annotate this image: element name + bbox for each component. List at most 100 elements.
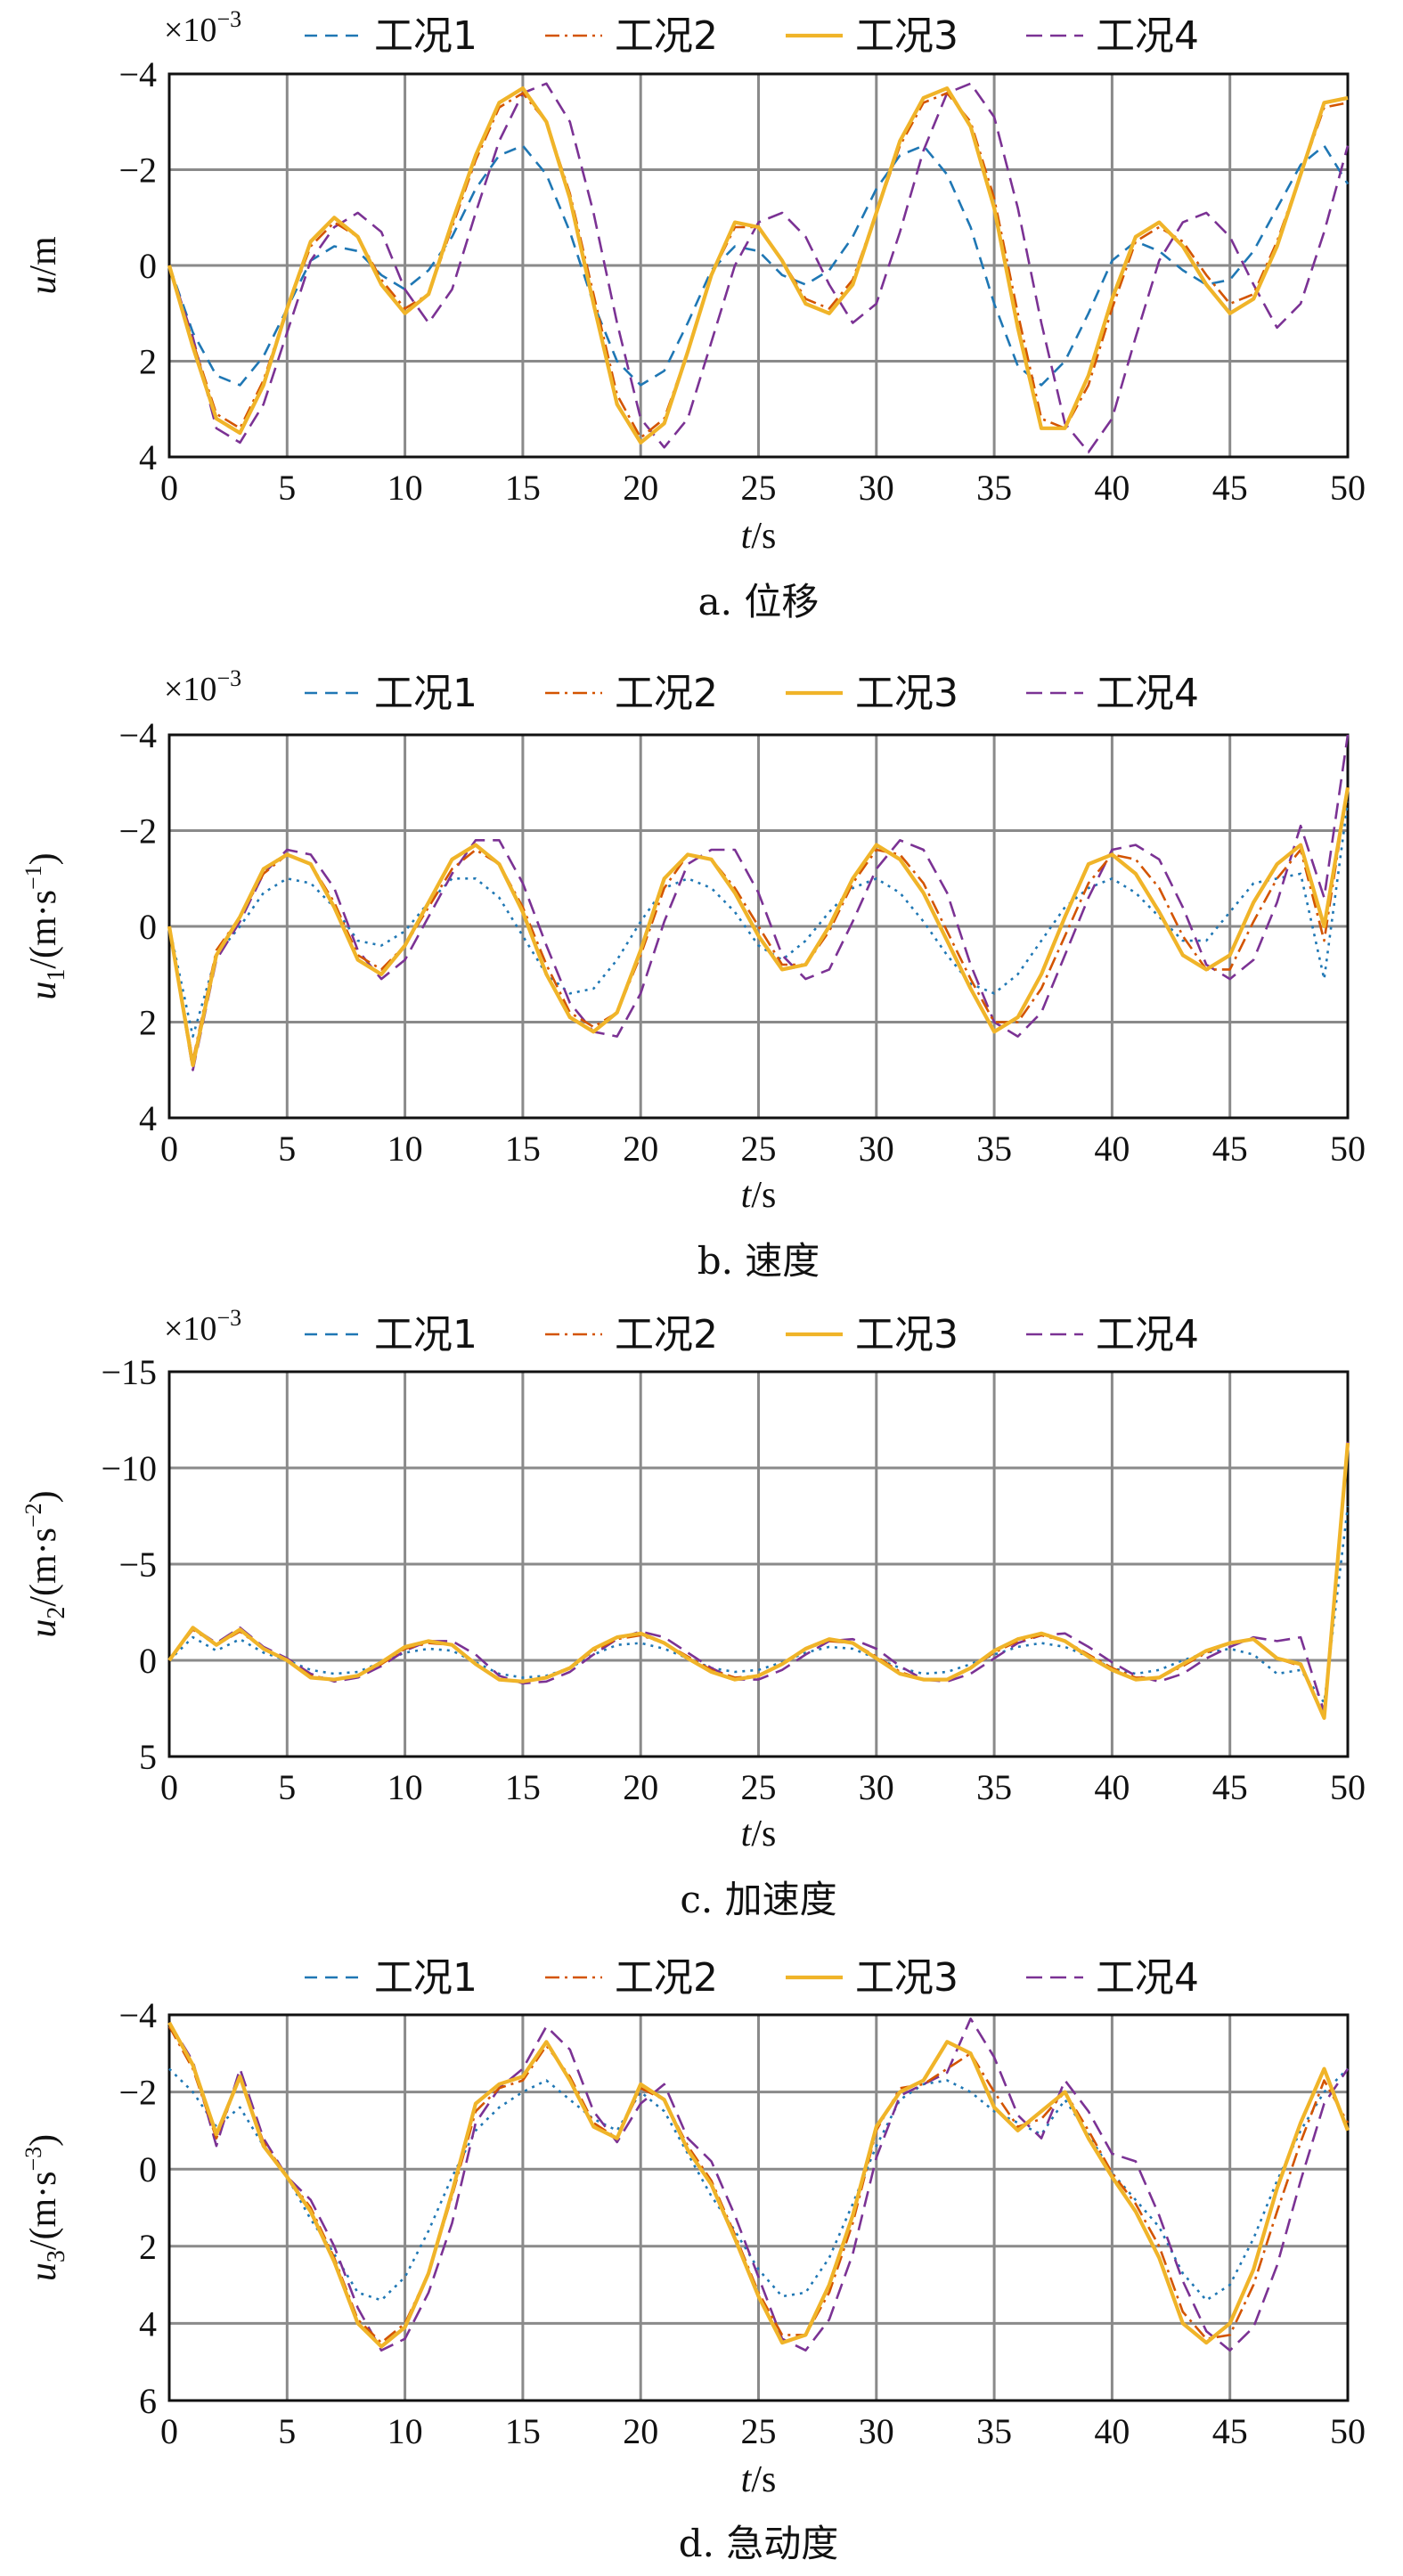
series-line-3 (167, 787, 1350, 1062)
series-line-4 (167, 86, 1349, 444)
axis-multiplier: ×10−3 (164, 6, 241, 49)
legend-label: 工况4 (1096, 1312, 1199, 1357)
x-tick-label: 30 (859, 1767, 894, 1807)
series-line-1 (168, 1506, 1350, 1704)
x-tick-label: 50 (1330, 2411, 1366, 2451)
y-tick-label: 4 (139, 437, 157, 477)
legend-label: 工况2 (615, 671, 718, 716)
x-tick-label: 40 (1094, 1767, 1130, 1807)
x-tick-label: 25 (741, 1767, 777, 1807)
x-tick-label: 15 (505, 2411, 541, 2451)
legend: 工况1 工况2 工况3 工况4 (305, 13, 1199, 59)
legend-label: 工况1 (374, 671, 477, 716)
y-tick-label: 4 (139, 1098, 157, 1138)
series-line-4 (167, 1442, 1350, 1720)
x-tick-label: 40 (1094, 1129, 1130, 1169)
legend-label: 工况1 (374, 1312, 477, 1357)
legend-label: 工况3 (855, 13, 958, 59)
plot-frame (167, 1370, 1350, 1758)
y-tick-label: −15 (101, 1352, 157, 1392)
y-tick-label: 0 (139, 2149, 157, 2189)
y-tick-label: 0 (139, 907, 157, 947)
legend-label: 工况1 (374, 1955, 477, 2001)
y-tick-label: −4 (118, 54, 157, 94)
x-tick-label: 45 (1212, 2411, 1248, 2451)
legend-label: 工况4 (1096, 1955, 1199, 2001)
y-tick-label: 0 (139, 1641, 157, 1681)
series-line-4 (167, 787, 1350, 1068)
x-tick-label: 0 (160, 1129, 178, 1169)
chart-panel-2: 0 5 10 15 20 25 30 35 40 45 50 −4 −2 0 2 4 工况1 工况2 工况3 工况4 ×… (20, 665, 1366, 1283)
legend-label: 工况2 (615, 13, 718, 59)
x-tick-label: 45 (1212, 468, 1248, 508)
x-axis-label: t/s (741, 516, 777, 557)
x-tick-label: 35 (976, 468, 1012, 508)
x-tick-label: 5 (278, 2411, 296, 2451)
x-tick-label: 20 (623, 1767, 658, 1807)
legend: 工况1 工况2 工况3 工况4 (305, 1312, 1199, 1357)
y-tick-label: 4 (139, 2303, 157, 2344)
x-tick-label: 5 (278, 468, 296, 508)
series-line-1 (168, 2067, 1349, 2302)
x-tick-label: 25 (741, 2411, 777, 2451)
x-tick-label: 10 (387, 2411, 423, 2451)
x-tick-label: 10 (387, 468, 423, 508)
x-tick-label: 10 (387, 1129, 423, 1169)
x-tick-label: 20 (623, 468, 658, 508)
legend-label: 工况3 (855, 1312, 958, 1357)
y-tick-label: −4 (118, 715, 157, 755)
y-axis-label: u1/(m·s−1) (20, 852, 70, 999)
x-tick-label: 50 (1330, 468, 1366, 508)
panel-caption: c. 加速度 (680, 1878, 836, 1921)
series-line-1 (167, 802, 1350, 1038)
x-tick-label: 40 (1094, 468, 1130, 508)
x-tick-label: 5 (278, 1129, 296, 1169)
series-line-2 (167, 2018, 1350, 2352)
x-tick-label: 45 (1212, 1129, 1248, 1169)
x-tick-label: 15 (505, 1767, 541, 1807)
axis-multiplier: ×10−3 (164, 1305, 241, 1348)
panel-caption: b. 速度 (697, 1239, 820, 1283)
x-tick-label: 0 (160, 2411, 178, 2451)
y-tick-label: 2 (139, 2227, 157, 2267)
legend-label: 工况2 (615, 1312, 718, 1357)
x-tick-label: 35 (976, 1767, 1012, 1807)
y-axis-label: u2/(m·s−2) (20, 1490, 70, 1637)
x-tick-label: 50 (1330, 1767, 1366, 1807)
x-axis-label: t/s (741, 2459, 777, 2500)
y-axis-label: u3/(m·s−3) (20, 2134, 70, 2281)
x-tick-label: 5 (278, 1767, 296, 1807)
y-tick-label: 2 (139, 342, 157, 382)
legend-label: 工况4 (1096, 671, 1199, 716)
x-tick-label: 25 (741, 468, 777, 508)
x-tick-label: 30 (859, 1129, 894, 1169)
x-tick-label: 0 (160, 1767, 178, 1807)
x-axis-label: t/s (741, 1814, 777, 1855)
y-tick-label: −4 (118, 1995, 157, 2035)
x-tick-label: 15 (505, 468, 541, 508)
y-tick-label: −5 (118, 1545, 157, 1585)
axis-multiplier: ×10−3 (164, 665, 241, 708)
x-tick-label: 35 (976, 1129, 1012, 1169)
x-tick-label: 20 (623, 1129, 658, 1169)
chart-panel-1: 0 5 10 15 20 25 30 35 40 45 50 −4 −2 0 2 4 工况1 工况2 工况3 工况4 ×… (23, 6, 1366, 624)
panel-caption: a. 位移 (698, 580, 820, 624)
x-tick-label: 30 (859, 468, 894, 508)
y-tick-label: 2 (139, 1003, 157, 1043)
panel-caption: d. 急动度 (679, 2522, 839, 2565)
x-tick-label: 35 (976, 2411, 1012, 2451)
y-tick-label: 6 (139, 2381, 157, 2421)
x-axis-label: t/s (741, 1175, 777, 1216)
x-tick-label: 45 (1212, 1767, 1248, 1807)
y-tick-label: −2 (118, 151, 157, 191)
x-tick-label: 30 (859, 2411, 894, 2451)
y-axis-label: u/m (23, 236, 64, 295)
x-tick-label: 25 (741, 1129, 777, 1169)
legend: 工况1 工况2 工况3 工况4 (305, 1955, 1199, 2001)
x-tick-label: 40 (1094, 2411, 1130, 2451)
series-line-2 (167, 82, 1350, 453)
x-tick-label: 10 (387, 1767, 423, 1807)
legend: 工况1 工况2 工况3 工况4 (305, 671, 1199, 716)
